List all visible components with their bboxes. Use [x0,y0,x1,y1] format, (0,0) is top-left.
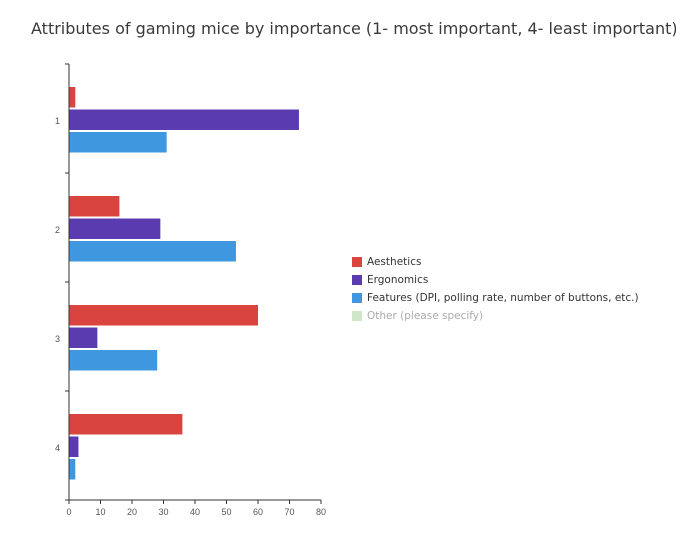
x-tick-label: 50 [221,507,231,517]
x-tick-label: 80 [316,507,326,517]
bar-ergonomics-4 [69,436,79,457]
legend-item[interactable]: Features (DPI, polling rate, number of b… [352,289,639,307]
legend-item[interactable]: Aesthetics [352,253,639,271]
bar-aesthetics-2 [69,196,120,217]
bar-ergonomics-3 [69,327,98,348]
legend-label: Features (DPI, polling rate, number of b… [367,292,639,304]
legend-swatch [352,275,362,285]
x-tick-label: 30 [158,507,168,517]
bar-features-4 [69,459,76,480]
legend-label: Ergonomics [367,274,429,286]
y-tick-label: 4 [55,443,60,453]
x-tick-label: 10 [95,507,105,517]
bar-features-3 [69,350,158,371]
bar-aesthetics-3 [69,305,258,326]
x-tick-label: 60 [253,507,263,517]
legend-swatch [352,311,362,321]
legend-swatch [352,293,362,303]
legend-item[interactable]: Ergonomics [352,271,639,289]
x-tick-label: 70 [284,507,294,517]
y-tick-label: 1 [55,116,60,126]
bar-ergonomics-2 [69,218,161,239]
legend-item[interactable]: Other (please specify) [352,307,639,325]
x-tick-label: 40 [190,507,200,517]
chart-legend: Aesthetics Ergonomics Features (DPI, polli… [352,253,639,325]
x-tick-label: 0 [66,507,71,517]
legend-swatch [352,257,362,267]
legend-label: Other (please specify) [367,310,484,322]
legend-label: Aesthetics [367,256,422,268]
y-tick-label: 3 [55,334,60,344]
bar-ergonomics-1 [69,109,299,130]
y-tick-label: 2 [55,225,60,235]
chart-title: Attributes of gaming mice by importance … [31,19,676,38]
bar-features-2 [69,241,236,262]
bar-aesthetics-1 [69,87,76,108]
bar-aesthetics-4 [69,414,183,435]
bar-features-1 [69,132,167,153]
x-tick-label: 20 [127,507,137,517]
